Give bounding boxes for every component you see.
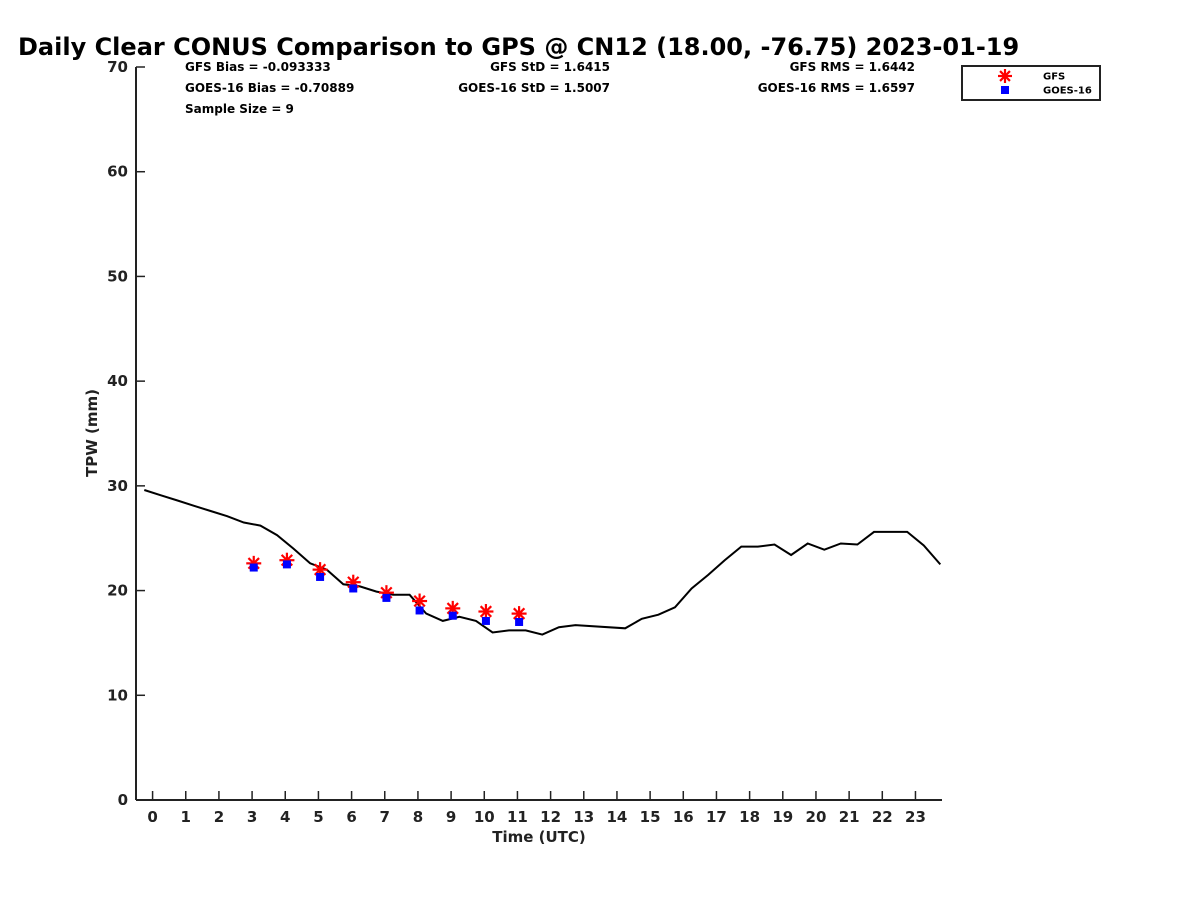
goes16-point <box>249 563 258 572</box>
goes16-point <box>448 611 457 620</box>
y-tick-label: 70 <box>107 58 128 76</box>
legend-box <box>961 65 1101 101</box>
x-tick-label: 9 <box>446 808 456 826</box>
x-tick-label: 21 <box>839 808 860 826</box>
y-tick-label: 30 <box>107 477 128 495</box>
x-tick-label: 18 <box>739 808 760 826</box>
stat-text: GOES-16 RMS = 1.6597 <box>758 81 915 95</box>
x-tick-label: 3 <box>247 808 257 826</box>
stat-text: Sample Size = 9 <box>185 102 294 116</box>
x-tick-label: 5 <box>313 808 323 826</box>
stat-text: GFS Bias = -0.093333 <box>185 60 331 74</box>
goes16-point <box>415 606 424 615</box>
x-tick-label: 23 <box>905 808 926 826</box>
x-axis-label: Time (UTC) <box>492 828 586 846</box>
x-tick-label: 13 <box>573 808 594 826</box>
x-tick-label: 16 <box>673 808 694 826</box>
stat-text: GFS RMS = 1.6442 <box>790 60 915 74</box>
legend-label: GOES-16 <box>1043 86 1092 97</box>
legend-label: GFS <box>1043 72 1065 83</box>
gps-tpw-line <box>143 489 942 636</box>
x-tick-label: 2 <box>214 808 224 826</box>
goes16-point <box>349 584 358 593</box>
x-tick-label: 15 <box>640 808 661 826</box>
y-tick-label: 50 <box>107 267 128 285</box>
legend-item: GFS <box>998 69 1065 83</box>
x-tick-label: 11 <box>507 808 528 826</box>
x-tick-label: 0 <box>147 808 157 826</box>
series-layer <box>143 489 942 636</box>
x-tick-label: 6 <box>346 808 356 826</box>
stats-block: GFS Bias = -0.093333 GFS StD = 1.6415 GFS … <box>185 60 915 116</box>
stat-text: GOES-16 StD = 1.5007 <box>458 81 610 95</box>
goes16-point <box>515 617 524 626</box>
gfs-point <box>478 604 494 620</box>
y-tick-label: 10 <box>107 686 128 704</box>
goes16-point <box>481 616 490 625</box>
goes16-point <box>382 593 391 602</box>
x-tick-label: 1 <box>181 808 191 826</box>
x-tick-label: 19 <box>772 808 793 826</box>
y-tick-label: 20 <box>107 582 128 600</box>
chart-title: Daily Clear CONUS Comparison to GPS @ CN… <box>18 33 1019 61</box>
x-tick-label: 10 <box>474 808 495 826</box>
y-tick-label: 60 <box>107 163 128 181</box>
x-tick-label: 14 <box>607 808 628 826</box>
y-tick-label: 40 <box>107 372 128 390</box>
y-tick-label: 0 <box>118 791 128 809</box>
goes16-point <box>316 572 325 581</box>
gfs-point <box>412 593 428 609</box>
legend: GFS GOES-16 <box>961 65 1101 101</box>
x-tick-label: 7 <box>380 808 390 826</box>
x-tick-label: 22 <box>872 808 893 826</box>
stat-text: GOES-16 Bias = -0.70889 <box>185 81 354 95</box>
stat-text: GFS StD = 1.6415 <box>490 60 610 74</box>
x-tick-label: 8 <box>413 808 423 826</box>
x-tick-label: 12 <box>540 808 561 826</box>
y-axis-label: TPW (mm) <box>83 389 101 477</box>
x-tick-label: 17 <box>706 808 727 826</box>
legend-item: GOES-16 <box>1001 86 1092 97</box>
x-tick-label: 20 <box>806 808 827 826</box>
goes16-point <box>282 560 291 569</box>
x-tick-label: 4 <box>280 808 290 826</box>
